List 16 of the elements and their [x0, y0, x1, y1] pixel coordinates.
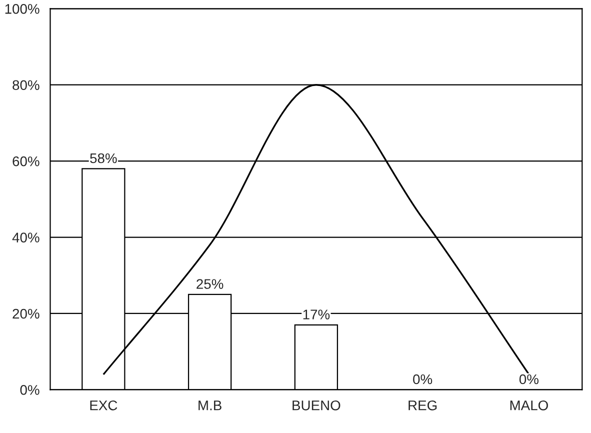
data-label: 17% [303, 310, 330, 320]
data-label: 58% [90, 153, 117, 164]
y-tick-label: 60% [12, 156, 40, 166]
x-tick-label: M.B [198, 400, 222, 410]
data-label: 0% [519, 374, 538, 384]
y-tick-label: 80% [12, 80, 40, 90]
x-tick-label: EXC [90, 400, 118, 410]
data-label: 0% [413, 374, 432, 384]
y-tick-label: 40% [12, 232, 40, 242]
y-tick-label: 0% [20, 385, 40, 395]
y-tick-label: 100% [5, 4, 40, 14]
x-tick-label: BUENO [292, 400, 340, 410]
y-tick-label: 20% [12, 308, 40, 319]
data-label: 25% [196, 279, 224, 289]
x-tick-label: MALO [510, 400, 548, 410]
x-tick-label: REG [408, 400, 437, 410]
